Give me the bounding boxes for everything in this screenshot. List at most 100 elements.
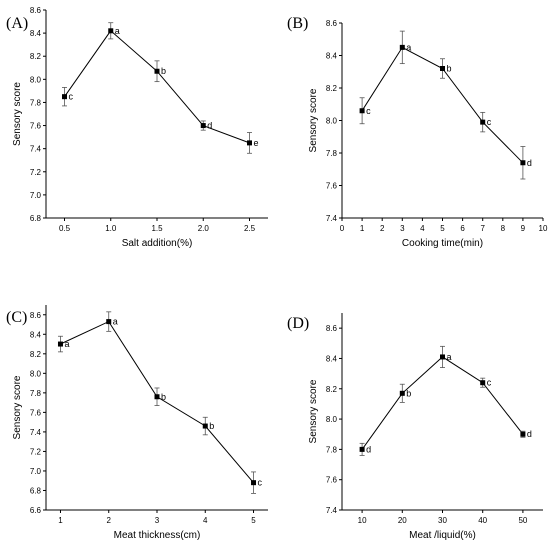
- data-label: d: [366, 444, 371, 454]
- data-point: [247, 140, 252, 146]
- y-tick-label: 8.2: [30, 350, 42, 359]
- y-tick-label: 7.4: [326, 214, 338, 223]
- data-label: b: [406, 388, 411, 398]
- y-tick-label: 7.6: [326, 182, 338, 191]
- x-tick-label: 2.0: [198, 224, 210, 233]
- x-tick-label: 0: [340, 224, 345, 233]
- x-tick-label: 50: [518, 516, 527, 525]
- data-point: [399, 390, 405, 396]
- y-tick-label: 8.4: [30, 29, 42, 38]
- x-tick-label: 40: [478, 516, 487, 525]
- y-axis-title: Sensory score: [308, 379, 319, 443]
- data-point: [399, 44, 405, 50]
- data-label: c: [487, 117, 492, 127]
- data-label: b: [161, 392, 166, 402]
- data-label: c: [69, 92, 74, 102]
- panel-label: (C): [6, 309, 27, 326]
- x-tick-label: 8: [501, 224, 506, 233]
- x-tick-label: 10: [539, 224, 548, 233]
- x-tick-label: 2.5: [244, 224, 256, 233]
- y-tick-label: 8.0: [30, 369, 42, 378]
- y-tick-label: 8.4: [30, 330, 42, 339]
- y-tick-label: 8.2: [326, 84, 338, 93]
- y-tick-label: 6.8: [30, 214, 42, 223]
- x-axis-title: Meat thickness(cm): [114, 530, 201, 541]
- data-label: d: [527, 158, 532, 168]
- y-tick-label: 7.0: [30, 191, 42, 200]
- data-point: [62, 94, 67, 100]
- x-tick-label: 4: [203, 516, 208, 525]
- y-tick-label: 7.8: [30, 389, 42, 398]
- y-tick-label: 8.6: [326, 324, 338, 333]
- panel-label: (A): [6, 15, 28, 32]
- y-tick-label: 8.6: [326, 19, 338, 28]
- data-label: c: [366, 106, 371, 116]
- panel-label: (B): [287, 15, 308, 32]
- x-tick-label: 6: [460, 224, 465, 233]
- data-label: b: [447, 64, 452, 74]
- chart-panel-2: (B) 7.4 7.6 7.8 8.0 8.2 8.4 8.6 0 1 2 3 4 5 6 7 8 9 10 Cook…: [287, 15, 548, 249]
- y-tick-label: 8.4: [326, 354, 338, 363]
- data-label: e: [254, 138, 259, 148]
- x-tick-label: 30: [438, 516, 447, 525]
- data-point: [57, 341, 63, 347]
- y-tick-label: 7.4: [326, 506, 338, 515]
- data-point: [108, 28, 114, 34]
- chart-panel-4: (D) 7.4 7.6 7.8 8.0 8.2 8.4 8.6 10 20 30 40 50 Meat /…: [287, 313, 543, 541]
- series-line: [64, 30, 250, 144]
- data-point: [251, 480, 257, 486]
- y-axis-title: Sensory score: [308, 88, 319, 152]
- y-tick-label: 8.0: [30, 75, 42, 84]
- x-tick-label: 1.0: [105, 224, 117, 233]
- y-tick-label: 7.6: [30, 408, 42, 417]
- y-tick-label: 7.8: [30, 98, 42, 107]
- data-label: a: [447, 352, 452, 362]
- x-tick-label: 2: [380, 224, 385, 233]
- y-tick-label: 7.6: [326, 476, 338, 485]
- data-point: [440, 354, 445, 360]
- data-label: b: [161, 66, 166, 76]
- series-line: [361, 356, 524, 450]
- data-point: [359, 446, 365, 452]
- x-tick-label: 3: [155, 516, 160, 525]
- y-tick-label: 6.6: [30, 506, 42, 515]
- x-tick-label: 5: [440, 224, 445, 233]
- y-tick-label: 8.6: [30, 6, 42, 15]
- x-tick-label: 7: [480, 224, 485, 233]
- x-tick-label: 3: [400, 224, 405, 233]
- y-tick-label: 8.2: [30, 52, 42, 61]
- data-point: [154, 68, 160, 74]
- y-tick-label: 8.4: [326, 52, 338, 61]
- data-point: [106, 319, 112, 325]
- x-tick-label: 20: [398, 516, 407, 525]
- data-point: [480, 119, 486, 125]
- data-point: [359, 108, 365, 114]
- y-tick-label: 8.2: [326, 385, 338, 394]
- x-tick-label: 1: [360, 224, 365, 233]
- x-tick-label: 10: [358, 516, 367, 525]
- y-axis-title: Sensory score: [12, 375, 23, 439]
- chart-panel-3: (C) 6.6 6.8 7.0 7.2 7.4 7.6 7.8 8.0 8.2 8.4 8.6 1 2 3 4…: [6, 305, 268, 541]
- y-tick-label: 7.0: [30, 467, 42, 476]
- y-tick-label: 7.4: [30, 428, 42, 437]
- data-label: d: [527, 429, 532, 439]
- chart-panel-1: (A) 6.8 7.0 7.2 7.4 7.6 7.8 8.0 8.2 8.4 8.6 0.5 1.0 1…: [6, 6, 268, 249]
- x-axis-title: Cooking time(min): [402, 238, 483, 249]
- y-tick-label: 6.8: [30, 486, 42, 495]
- data-label: a: [115, 26, 120, 36]
- data-label: a: [64, 339, 69, 349]
- y-tick-label: 7.8: [326, 149, 338, 158]
- data-label: b: [209, 421, 214, 431]
- data-label: c: [258, 478, 263, 488]
- x-tick-label: 9: [521, 224, 526, 233]
- x-tick-label: 4: [420, 224, 425, 233]
- data-point: [480, 380, 486, 386]
- data-point: [520, 431, 526, 437]
- x-axis-title: Meat /liquid(%): [409, 530, 476, 541]
- x-tick-label: 1.5: [151, 224, 163, 233]
- x-tick-label: 5: [251, 516, 256, 525]
- data-label: c: [487, 378, 492, 388]
- y-tick-label: 7.2: [30, 447, 42, 456]
- y-tick-label: 8.0: [326, 415, 338, 424]
